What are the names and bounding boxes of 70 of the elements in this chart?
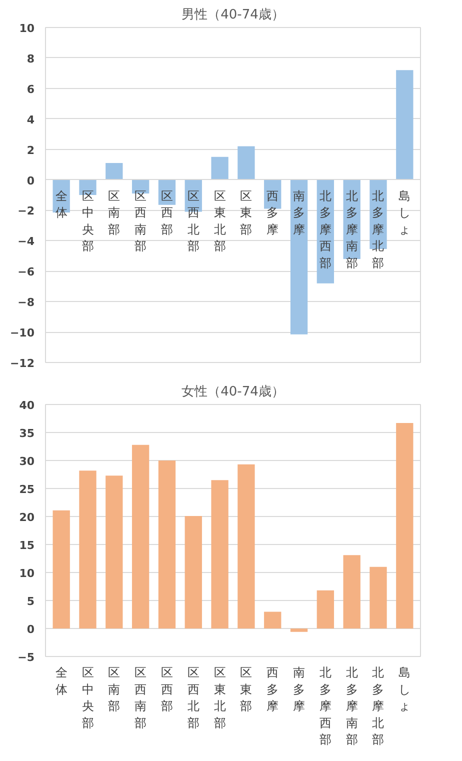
y-tick-label: 40 — [19, 399, 35, 412]
bar — [211, 156, 228, 180]
x-tick-label: 全体 — [55, 666, 68, 696]
bar — [132, 444, 150, 628]
x-tick-label: 全体 — [55, 188, 68, 220]
bar — [184, 516, 202, 628]
y-tick-label: −10 — [10, 326, 35, 340]
bar — [290, 180, 308, 334]
bar — [396, 70, 414, 180]
bar — [343, 555, 360, 628]
x-tick-label: 区西部 — [160, 666, 173, 714]
bar — [396, 422, 414, 628]
x-tick-label: 区東部 — [240, 188, 252, 236]
x-tick-label: 島しょ — [398, 188, 411, 236]
y-tick-label: −12 — [10, 357, 35, 370]
x-tick-label: 区南部 — [108, 666, 120, 714]
bar — [264, 612, 282, 628]
x-tick-label: 区中央部 — [82, 188, 94, 254]
y-tick-label: 35 — [19, 427, 35, 440]
y-tick-label: 10 — [19, 567, 35, 580]
x-tick-label: 島しょ — [398, 666, 411, 714]
x-tick-label: 区西南部 — [134, 666, 147, 730]
x-tick-label: 区西部 — [160, 188, 173, 236]
bar — [238, 464, 255, 628]
x-tick-label: 区東部 — [240, 666, 252, 714]
y-tick-label: −5 — [18, 651, 35, 664]
bar — [290, 628, 308, 632]
y-tick-label: 2 — [26, 144, 34, 157]
y-tick-label: 15 — [19, 539, 35, 552]
bar — [238, 146, 255, 180]
bar — [316, 590, 334, 628]
x-tick-label: 区南部 — [108, 188, 120, 236]
bar — [79, 470, 96, 628]
y-tick-label: 5 — [26, 595, 34, 608]
x-tick-label: 南多摩 — [293, 666, 306, 714]
bar — [106, 476, 123, 628]
x-tick-label: 区西北部 — [187, 188, 200, 254]
y-tick-label: 6 — [26, 82, 35, 96]
y-tick-label: 0 — [26, 623, 35, 636]
x-tick-label: 区西南部 — [134, 188, 147, 254]
x-tick-label: 区西北部 — [187, 666, 200, 730]
x-tick-label: 西多摩 — [266, 666, 279, 714]
y-tick-label: −8 — [18, 296, 35, 310]
y-tick-label: 25 — [19, 483, 35, 496]
y-tick-label: 10 — [19, 22, 35, 35]
x-tick-label: 北多摩西部 — [319, 666, 332, 747]
x-tick-label: 区東北部 — [214, 666, 226, 730]
y-tick-label: 8 — [26, 52, 34, 66]
x-tick-label: 北多摩西部 — [319, 188, 332, 270]
x-tick-label: 西多摩 — [266, 188, 279, 236]
bar — [158, 460, 176, 628]
y-tick-label: 30 — [19, 455, 35, 468]
x-tick-label: 南多摩 — [293, 188, 306, 236]
chart-title: 男性（40-74歳） — [182, 8, 284, 22]
bar — [370, 566, 387, 628]
x-tick-label: 区東北部 — [214, 188, 226, 254]
x-tick-label: 北多摩北部 — [372, 666, 384, 747]
y-tick-label: −6 — [18, 266, 35, 279]
chart-title: 女性（40-74歳） — [182, 384, 284, 400]
y-tick-label: 4 — [26, 113, 35, 126]
bar — [106, 163, 123, 180]
bar — [52, 510, 70, 628]
x-tick-label: 北多摩南部 — [346, 666, 358, 747]
x-tick-label: 区中央部 — [82, 666, 94, 730]
y-tick-label: 0 — [26, 174, 35, 188]
y-tick-label: −2 — [18, 204, 35, 218]
bar — [211, 480, 228, 628]
y-tick-label: −4 — [18, 235, 35, 248]
x-tick-label: 北多摩南部 — [346, 188, 358, 270]
y-tick-label: 20 — [19, 511, 35, 524]
